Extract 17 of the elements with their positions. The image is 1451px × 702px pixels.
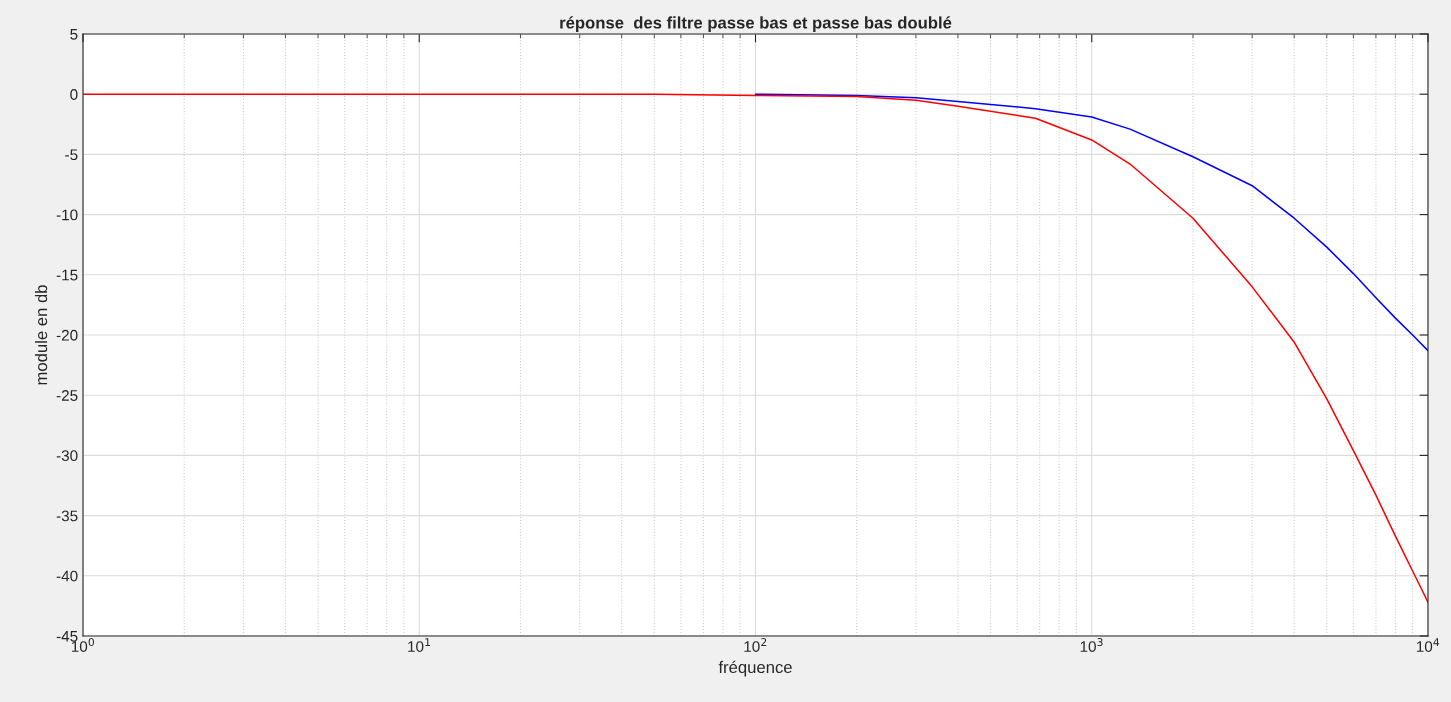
y-tick-label: -15 — [56, 269, 78, 281]
chart-title: réponse des filtre passe bas et passe bas doublé — [560, 16, 952, 32]
y-tick-label: -35 — [56, 510, 78, 522]
x-tick-label: 10$^{4}$ — [1416, 638, 1440, 652]
y-axis-title: module en db — [34, 285, 48, 385]
y-tick-label: 0 — [70, 89, 78, 100]
y-tick-label: -5 — [65, 149, 78, 161]
x-tick-label: 10$^{2}$ — [744, 638, 767, 652]
x-tick-label: 10$^{3}$ — [1080, 638, 1103, 652]
y-tick-label: 5 — [70, 29, 78, 40]
y-tick-label: -25 — [56, 390, 78, 401]
y-tick-label: -10 — [56, 209, 78, 221]
y-tick-label: -20 — [56, 329, 78, 341]
x-tick-label: 10$^{1}$ — [408, 638, 430, 652]
y-tick-label: -30 — [56, 450, 78, 462]
x-axis-title: fréquence — [718, 660, 792, 677]
y-tick-label: -40 — [56, 570, 78, 582]
